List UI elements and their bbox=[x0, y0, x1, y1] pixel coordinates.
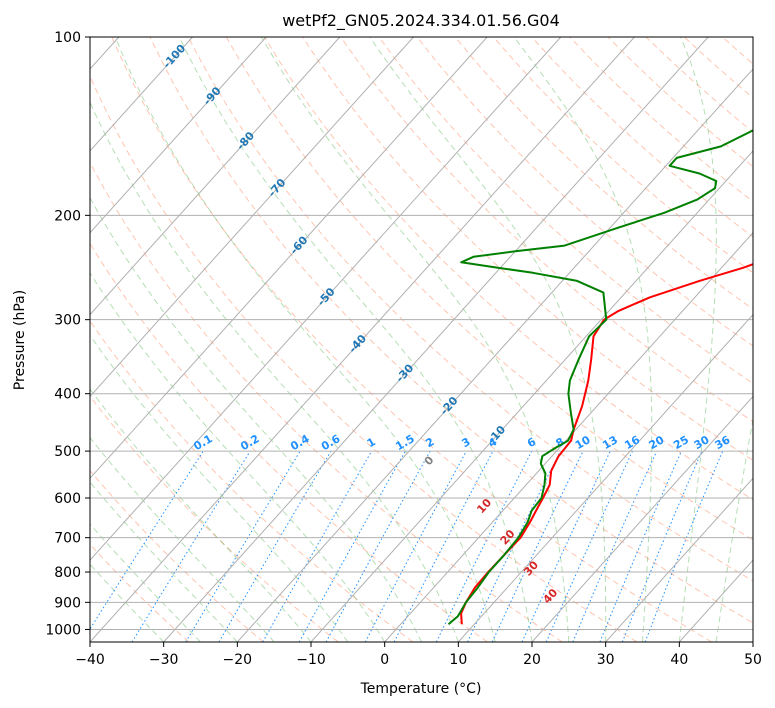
isotherm-line bbox=[605, 477, 753, 642]
axis-ticks: −40 −30 −20 −10 0 10 20 30 40 50 100 200 300 400 500 60… bbox=[45, 30, 762, 668]
x-axis-title: Temperature (°C) bbox=[360, 681, 482, 697]
dry-adiabat bbox=[90, 543, 190, 642]
y-axis-title: Pressure (hPa) bbox=[12, 290, 28, 390]
moist-adiabat bbox=[369, 37, 607, 642]
mixing-ratio-line bbox=[298, 450, 406, 642]
mixing-ratio-line bbox=[572, 450, 658, 642]
dry-adiabat bbox=[454, 37, 753, 310]
plot-frame bbox=[89, 36, 754, 643]
dry-adiabat bbox=[416, 37, 753, 347]
chart-title: wetPf2_GN05.2024.334.01.56.G04 bbox=[282, 11, 560, 31]
moist-adiabat bbox=[178, 37, 533, 642]
isotherm-line bbox=[90, 37, 562, 561]
mixing-ratio-line bbox=[545, 450, 633, 642]
y-tick-label: 300 bbox=[54, 313, 81, 329]
x-tick-label: −30 bbox=[149, 652, 179, 668]
moist-adiabat bbox=[715, 416, 753, 642]
x-tick-label: −40 bbox=[75, 652, 105, 668]
temperature-profile bbox=[460, 263, 753, 625]
mixing-ratio-line bbox=[364, 450, 467, 642]
dewpoint-profile bbox=[447, 129, 753, 625]
isotherm-line bbox=[752, 641, 753, 642]
y-tick-label: 800 bbox=[54, 565, 81, 581]
isotherm-line bbox=[163, 37, 709, 642]
moist-adiabat bbox=[90, 334, 349, 642]
dry-adiabat bbox=[90, 469, 264, 642]
y-tick-label: 600 bbox=[54, 491, 81, 507]
dry-adiabat bbox=[90, 161, 563, 642]
moist-adiabat bbox=[261, 37, 570, 642]
moist-adiabat bbox=[114, 37, 496, 642]
profiles bbox=[447, 129, 753, 625]
mixing-ratio-line bbox=[621, 450, 703, 642]
y-tick-label: 100 bbox=[54, 30, 81, 46]
background-lines bbox=[90, 37, 775, 642]
moist-adiabat bbox=[90, 481, 238, 642]
y-tick-label: 700 bbox=[54, 531, 81, 547]
x-tick-label: 20 bbox=[523, 652, 541, 668]
dry-adiabat bbox=[149, 37, 753, 624]
dry-adiabat bbox=[90, 242, 488, 642]
isotherm-line bbox=[90, 37, 341, 316]
y-tick-label: 1000 bbox=[45, 622, 81, 638]
moist-adiabat bbox=[513, 37, 653, 642]
isotherm-line bbox=[90, 37, 635, 642]
plot-background bbox=[90, 37, 753, 642]
dry-adiabat bbox=[761, 37, 775, 642]
y-tick-label: 900 bbox=[54, 595, 81, 611]
isotherm-line bbox=[90, 37, 414, 398]
mixing-ratio-line bbox=[90, 450, 204, 630]
moist-adiabat bbox=[90, 101, 459, 642]
mixing-ratio-line bbox=[644, 450, 724, 642]
x-tick-label: 40 bbox=[670, 652, 688, 668]
x-tick-label: 10 bbox=[449, 652, 467, 668]
mixing-ratio-line bbox=[435, 450, 533, 642]
isotherm-line bbox=[531, 395, 753, 642]
x-tick-label: −10 bbox=[296, 652, 326, 668]
dry-adiabat bbox=[90, 395, 339, 642]
moist-adiabat bbox=[90, 436, 275, 642]
isotherm-line bbox=[90, 37, 488, 480]
isotherm-line bbox=[310, 150, 753, 642]
x-tick-label: 50 bbox=[744, 652, 762, 668]
isotherm-line bbox=[90, 37, 267, 234]
x-tick-label: 0 bbox=[380, 652, 389, 668]
mixing-ratio-line bbox=[599, 450, 682, 642]
isotherm-line bbox=[236, 68, 753, 642]
mixing-ratio-line bbox=[325, 450, 431, 642]
y-tick-label: 400 bbox=[54, 387, 81, 403]
y-tick-label: 200 bbox=[54, 208, 81, 224]
moist-adiabat bbox=[678, 37, 717, 642]
isotherm-line bbox=[384, 231, 753, 642]
isotherm-line bbox=[90, 37, 193, 152]
x-tick-label: −20 bbox=[223, 652, 253, 668]
isotherm-line bbox=[457, 313, 753, 642]
y-tick-label: 500 bbox=[54, 444, 81, 460]
moist-adiabat bbox=[90, 272, 386, 642]
x-tick-label: 30 bbox=[597, 652, 615, 668]
